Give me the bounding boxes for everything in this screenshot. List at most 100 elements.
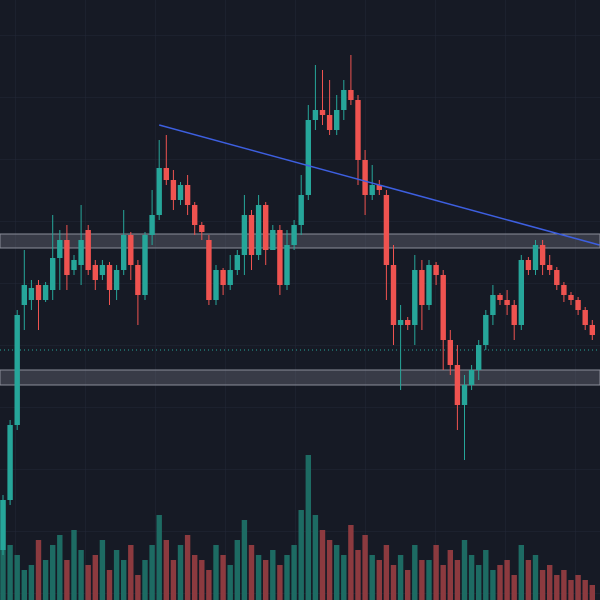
volume-bar <box>284 555 290 600</box>
volume-bar <box>298 510 304 600</box>
volume-bar <box>326 540 333 600</box>
volume-bar <box>21 570 27 600</box>
candle-body <box>461 385 468 405</box>
candle-body <box>71 260 77 270</box>
candle-body <box>14 315 20 425</box>
volume-bar <box>99 540 106 600</box>
volume-bar <box>554 575 560 600</box>
volume-bar <box>78 550 84 600</box>
candle-body <box>532 245 539 270</box>
volume-bar <box>312 515 319 600</box>
volume-bar <box>547 565 553 600</box>
candle-body <box>291 225 297 245</box>
volume-bar <box>241 520 248 600</box>
volume-bar <box>490 570 496 600</box>
candle-body <box>0 500 6 550</box>
candle-body <box>184 185 191 205</box>
volume-bar <box>440 565 446 600</box>
candle-body <box>142 235 148 295</box>
volume-bar <box>64 560 70 600</box>
volume-bar <box>348 525 354 600</box>
volume-bar <box>255 555 262 600</box>
volume-bar <box>476 565 482 600</box>
candle-body <box>64 240 70 275</box>
candle-body <box>426 265 432 305</box>
volume-bar <box>177 545 184 600</box>
candle-body <box>390 265 397 325</box>
volume-bar <box>461 540 468 600</box>
candle-body <box>206 240 212 300</box>
volume-bar <box>447 550 453 600</box>
candle-body <box>177 185 184 200</box>
candle-body <box>547 265 553 270</box>
candle-body <box>362 160 368 195</box>
volume-bar <box>92 555 98 600</box>
candle-body <box>99 265 106 275</box>
candle-body <box>483 315 489 345</box>
candle-body <box>263 205 269 250</box>
volume-bar <box>149 545 155 600</box>
candle-body <box>447 340 453 365</box>
volume-bar <box>135 575 141 600</box>
plot <box>0 55 600 600</box>
volume-bar <box>539 570 546 600</box>
candle-body <box>468 370 475 385</box>
candle-body <box>277 230 283 285</box>
candle-body <box>199 225 205 232</box>
volume-bar <box>468 555 475 600</box>
volume-bar <box>497 565 503 600</box>
candle-body <box>227 270 233 285</box>
zone <box>0 233 600 249</box>
volume-bar <box>589 585 595 600</box>
candle-body <box>518 260 524 325</box>
volume-bar <box>227 565 233 600</box>
candle-body <box>50 258 56 290</box>
candle-body <box>220 270 226 285</box>
volume-bar <box>504 560 510 600</box>
volume-bar <box>405 570 411 600</box>
candle-body <box>156 168 162 215</box>
volume-bar <box>433 545 439 600</box>
volume-bar <box>355 550 361 600</box>
volume-bar <box>42 560 49 600</box>
volume-bar <box>121 560 127 600</box>
volume-bar <box>7 545 13 600</box>
volume-bar <box>376 560 382 600</box>
candle-body <box>589 325 595 335</box>
volume-bar <box>163 540 169 600</box>
candle-body <box>149 215 155 235</box>
volume-bar <box>14 555 20 600</box>
candle-body <box>248 215 255 255</box>
volume-bar <box>57 535 63 600</box>
volume-bar <box>192 555 198 600</box>
candle-body <box>326 115 333 130</box>
candle-body <box>192 205 198 225</box>
volume-bar <box>397 555 404 600</box>
candle-body <box>213 270 219 300</box>
volume-bar <box>128 545 134 600</box>
trendline <box>159 124 600 246</box>
candle-body <box>170 180 177 200</box>
candle-body <box>504 300 510 305</box>
volume-bar <box>426 560 432 600</box>
candle-body <box>28 288 35 300</box>
candle-body <box>298 195 304 225</box>
volume-bar <box>184 535 191 600</box>
volume-bar <box>156 515 162 600</box>
candle-body <box>57 240 63 258</box>
volume-bar <box>170 560 177 600</box>
candle-body <box>334 110 340 130</box>
candle-body <box>21 285 27 305</box>
volume-bar <box>305 455 311 600</box>
volume-bar <box>270 550 276 600</box>
candle-body <box>497 295 503 300</box>
volume-bar <box>50 545 56 600</box>
volume-bar <box>28 565 35 600</box>
volume-bar <box>85 565 91 600</box>
volume-bar <box>362 535 368 600</box>
volume-bar <box>568 580 574 600</box>
candle-body <box>128 235 134 265</box>
volume-bar <box>575 575 581 600</box>
candle-body <box>490 295 496 315</box>
candle-body <box>121 235 127 270</box>
